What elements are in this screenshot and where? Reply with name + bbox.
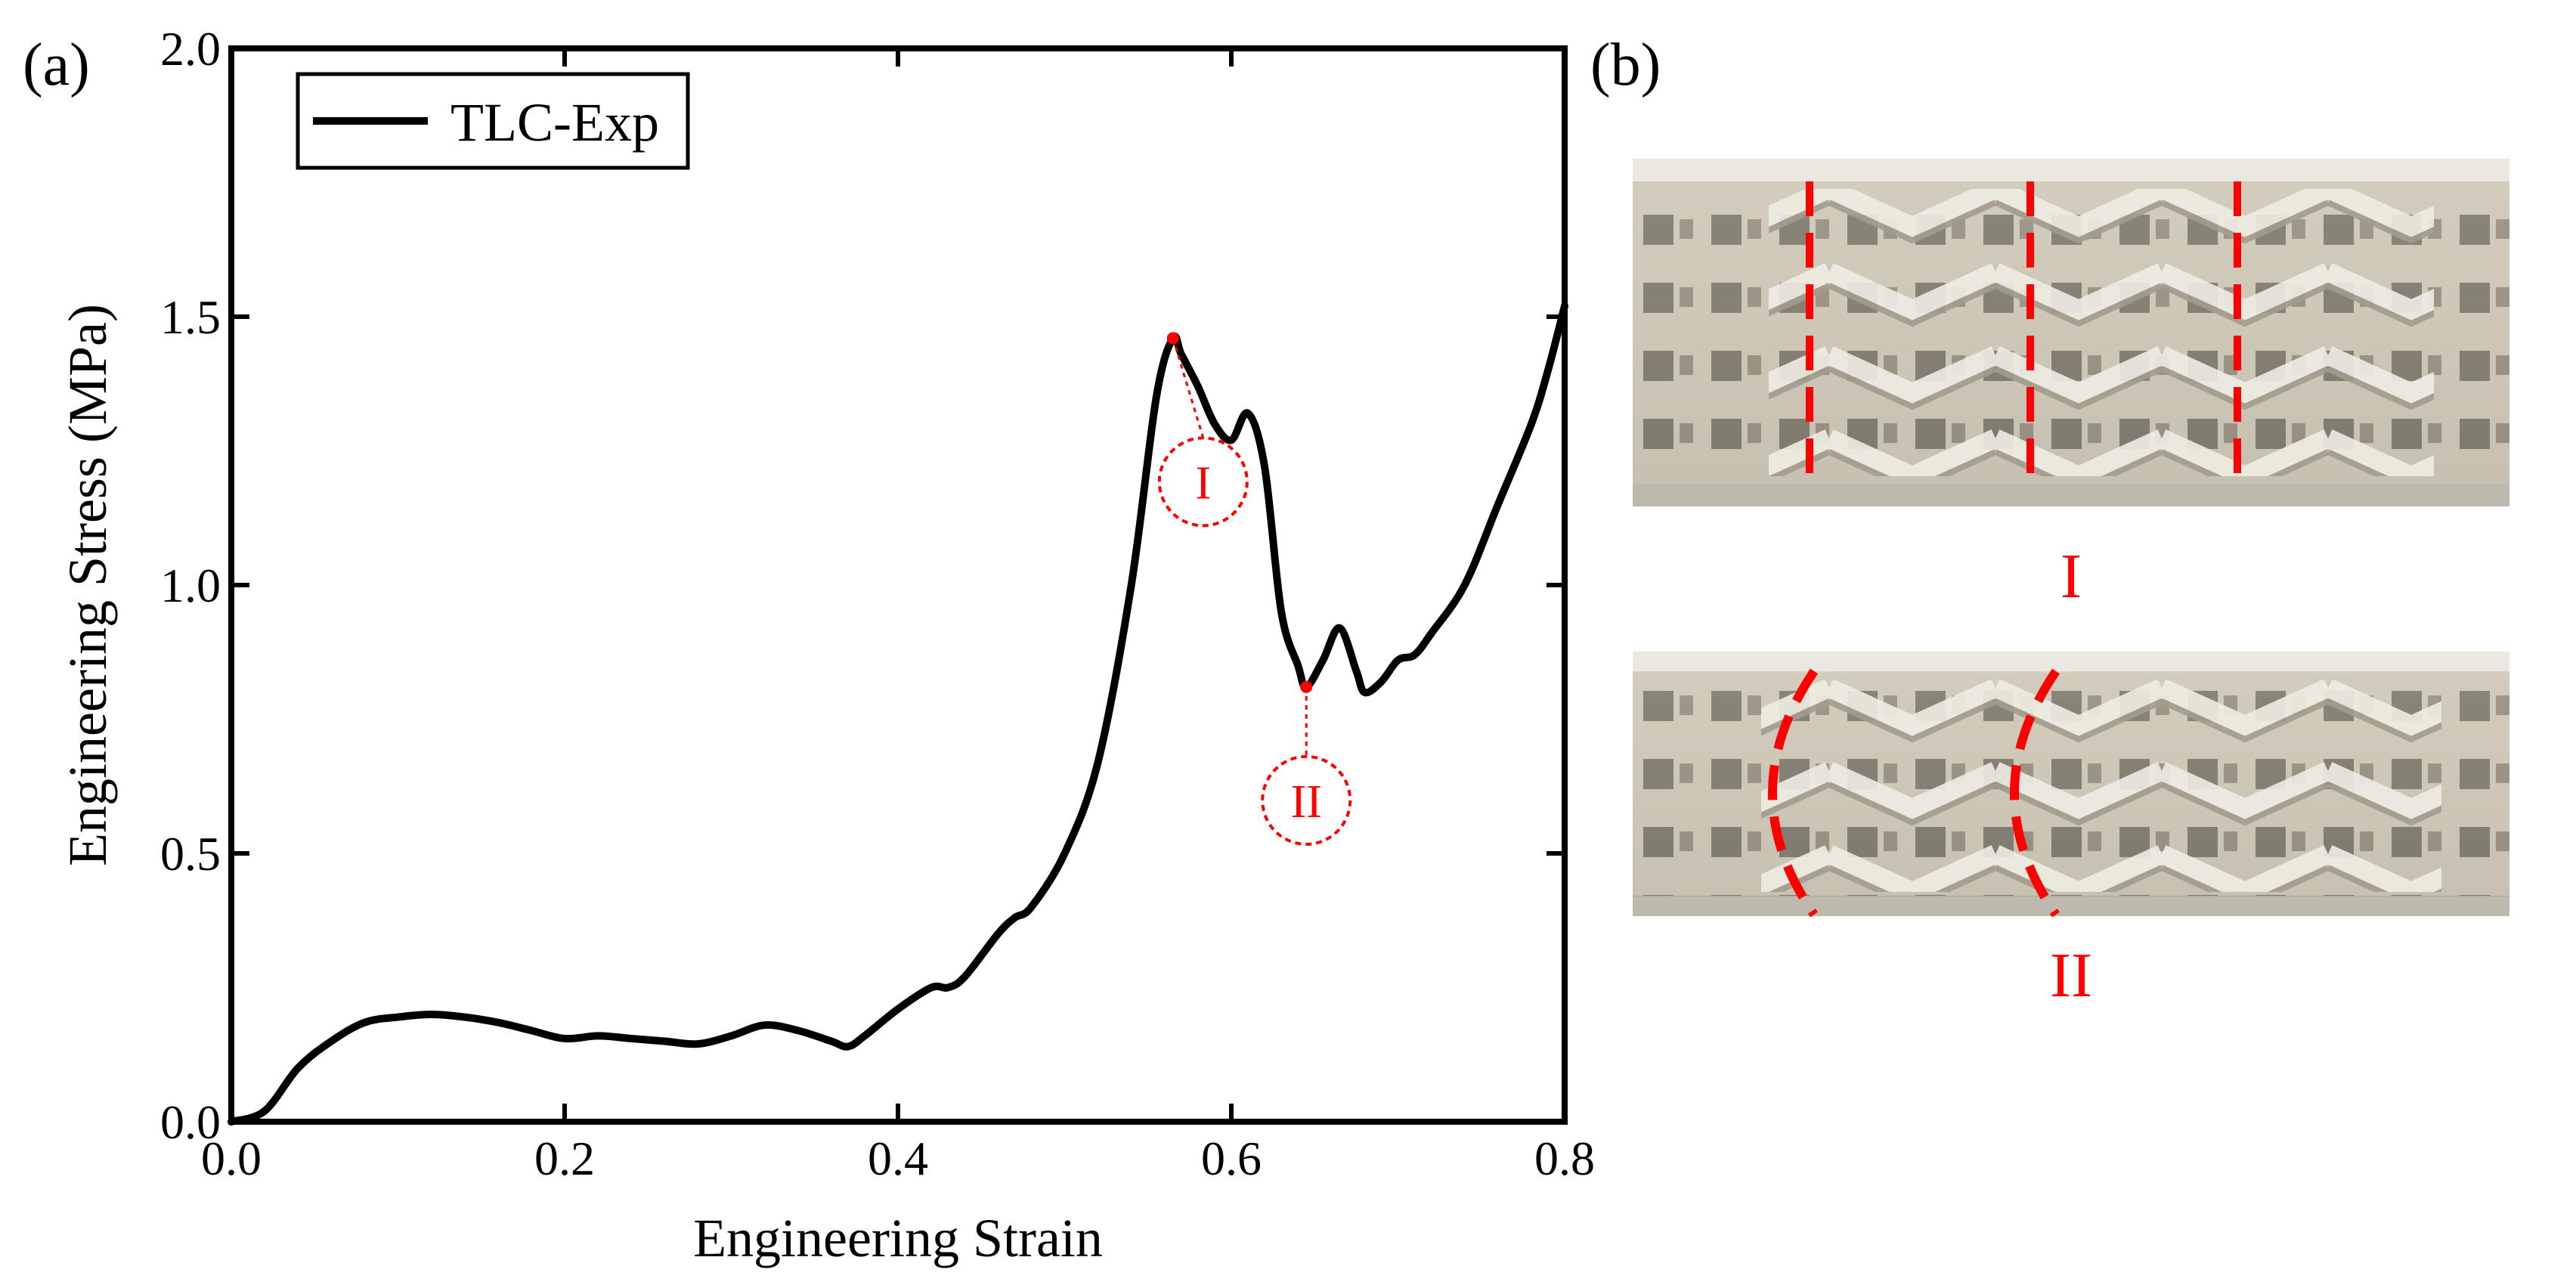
- panel-label-a: (a): [23, 32, 90, 98]
- dashed-arc-2: [2010, 668, 2060, 918]
- legend-label-tlc-exp: TLC-Exp: [450, 92, 659, 153]
- annotations: III: [1157, 332, 1352, 846]
- axis-ticks: [229, 46, 1567, 1124]
- panel-label-b: (b): [1590, 32, 1661, 98]
- x-axis-label: Engineering Strain: [693, 1208, 1103, 1268]
- annotation-label: I: [1195, 457, 1211, 509]
- y-tick-label: 0.5: [160, 827, 221, 881]
- plot-frame: [228, 45, 1568, 1125]
- photo-specimen-ii: [1633, 652, 2509, 918]
- series-line-tlc-exp: [228, 302, 1568, 1126]
- photo-specimen-i: [1633, 159, 2509, 506]
- y-axis-label: Engineering Stress (MPa): [57, 304, 118, 866]
- axis-tick-labels: 0.0 0.2 0.4 0.6 0.8 0.0 0.5 1.0 1.5 2.0: [160, 22, 1595, 1185]
- dashed-arc-1: [1768, 668, 1818, 918]
- legend: TLC-Exp: [296, 72, 690, 170]
- y-tick-label: 2.0: [160, 22, 221, 76]
- stress-strain-chart: 0.0 0.2 0.4 0.6 0.80.00.51.01.52.0 III TLC-E…: [57, 22, 1595, 1268]
- annotation-circle: [1261, 754, 1352, 846]
- x-tick-label: 0.6: [1201, 1132, 1262, 1185]
- y-tick-label: 1.5: [160, 290, 221, 344]
- photo-label-ii: II: [2050, 940, 2092, 1011]
- annotation-label: II: [1291, 776, 1322, 828]
- x-tick-label: 0.2: [534, 1132, 595, 1185]
- y-tick-label: 0.0: [160, 1095, 221, 1149]
- x-tick-label: 0.8: [1534, 1132, 1595, 1185]
- x-tick-label: 0.0: [201, 1132, 262, 1185]
- photo-label-i: I: [2060, 541, 2082, 612]
- annotation-circle: [1157, 436, 1249, 528]
- x-tick-label: 0.4: [868, 1132, 928, 1185]
- y-tick-label: 1.0: [160, 559, 221, 612]
